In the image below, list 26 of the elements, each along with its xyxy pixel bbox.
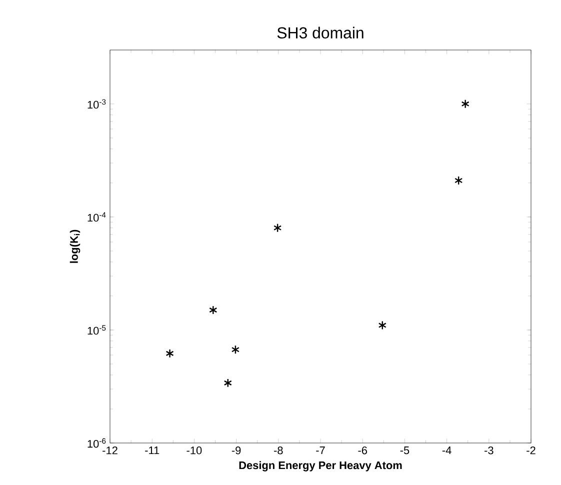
- point: [378, 320, 386, 330]
- x-tick-label: -9: [232, 446, 241, 454]
- x-tick-label: -2: [526, 446, 536, 454]
- point: [461, 99, 470, 109]
- y-tick-label: 10$^{-3}$: [88, 99, 106, 109]
- x-tick-label: -8: [274, 446, 283, 454]
- x-tick-label: -11: [145, 446, 160, 454]
- x-axis-title: Design Energy Per Heavy Atom: [239, 461, 402, 472]
- x-tick-label: -7: [316, 446, 325, 454]
- y-tick-label: 10$^{-5}$: [88, 325, 106, 335]
- x-tick-label: -10: [186, 446, 202, 454]
- x-tick-label: -4: [442, 446, 452, 454]
- point: [224, 378, 232, 388]
- y-axis-title: log(K$_{i}$): [70, 230, 80, 263]
- point: [166, 348, 174, 358]
- point: [231, 345, 240, 354]
- y-tick-label: 10$^{-6}$: [88, 438, 106, 448]
- x-tick-label: -6: [358, 446, 367, 454]
- chart-title: SH3 domain: [277, 26, 364, 38]
- point: [454, 176, 463, 186]
- point: [274, 223, 282, 232]
- y-tick-label: 10$^{-4}$: [88, 212, 106, 222]
- x-tick-label: -5: [400, 446, 410, 454]
- point: [209, 305, 218, 315]
- x-tick-label: -3: [484, 446, 494, 454]
- x-tick-label: -12: [102, 446, 118, 454]
